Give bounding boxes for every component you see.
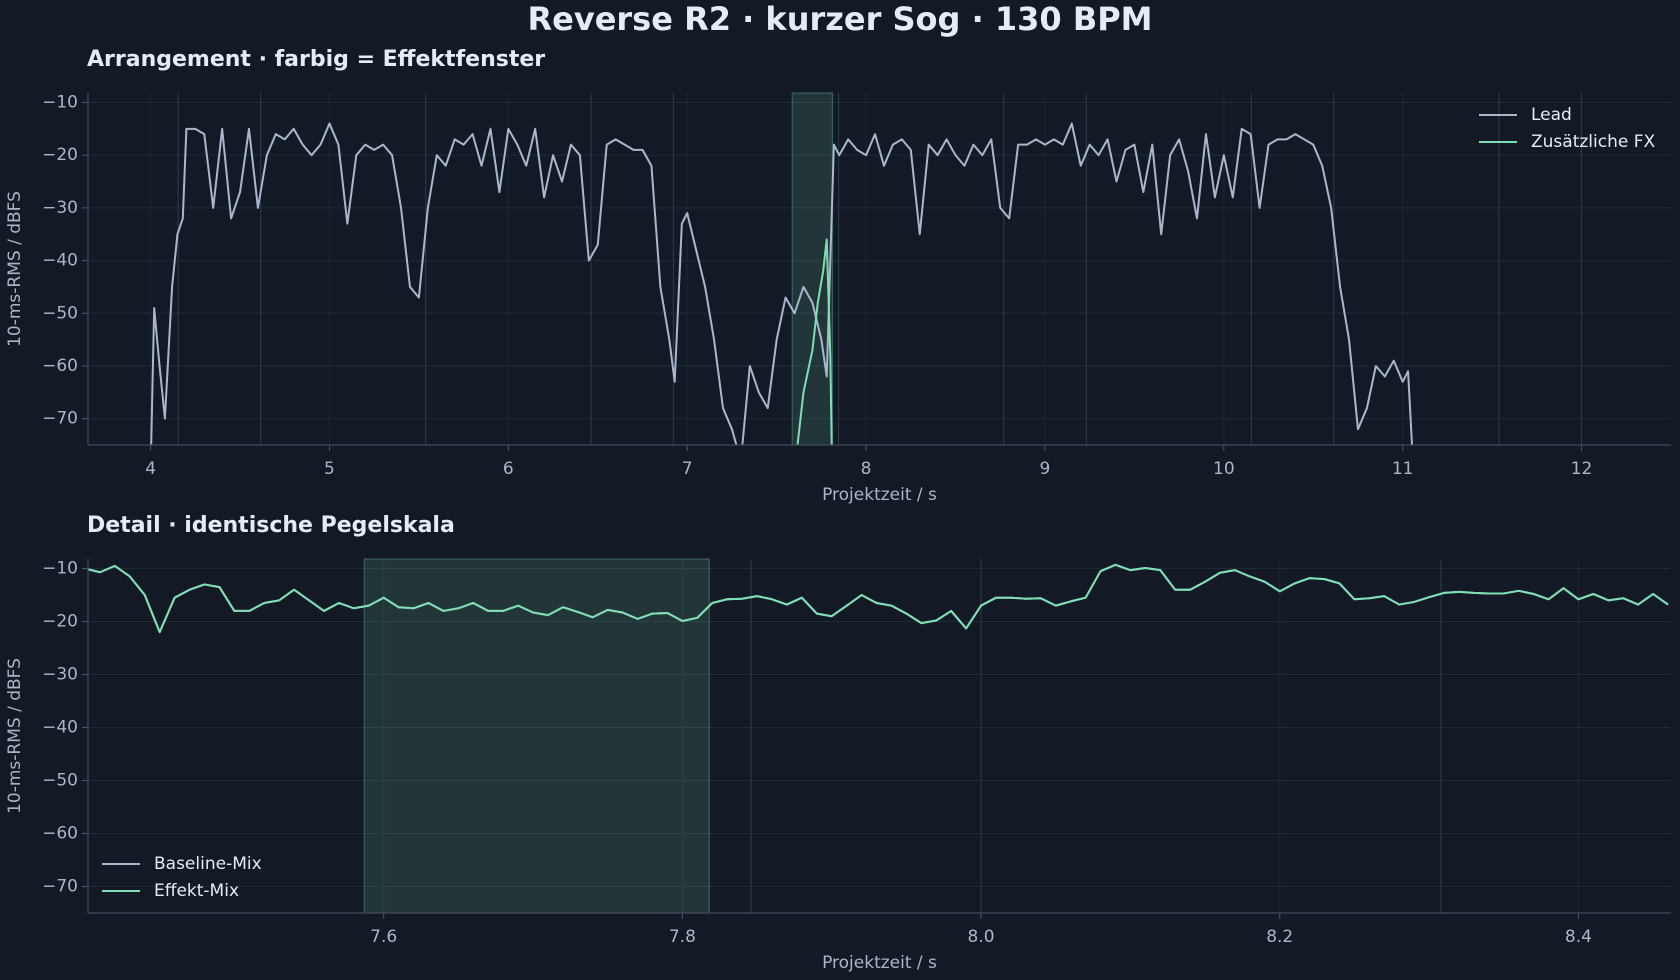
y-tick-label: −20 <box>42 612 78 632</box>
y-tick-label: −10 <box>42 559 78 579</box>
y-tick-label: −20 <box>42 145 78 165</box>
x-axis-label: Projektzeit / s <box>822 953 937 973</box>
x-axis-label: Projektzeit / s <box>822 485 937 505</box>
y-tick-label: −70 <box>42 409 78 429</box>
x-tick-label: 8 <box>861 459 872 479</box>
x-tick-label: 8.2 <box>1266 927 1293 947</box>
x-tick-label: 8.4 <box>1565 927 1592 947</box>
y-tick-label: −50 <box>42 303 78 323</box>
series-line <box>796 238 833 445</box>
plot-area <box>150 122 1414 445</box>
x-tick-label: 7.8 <box>669 927 696 947</box>
series-line <box>88 563 1669 634</box>
y-tick-label: −40 <box>42 718 78 738</box>
legend-label: Effekt-Mix <box>154 881 239 901</box>
y-tick-label: −60 <box>42 824 78 844</box>
x-tick-label: 7.6 <box>370 927 397 947</box>
x-tick-label: 5 <box>324 459 335 479</box>
y-tick-label: −50 <box>42 771 78 791</box>
legend-label: Zusätzliche FX <box>1531 132 1655 152</box>
x-tick-label: 11 <box>1392 459 1414 479</box>
y-tick-label: −70 <box>42 877 78 897</box>
x-tick-label: 10 <box>1213 459 1235 479</box>
subplot-title: Arrangement · farbig = Effektfenster <box>87 47 545 72</box>
y-tick-label: −30 <box>42 198 78 218</box>
y-tick-label: −30 <box>42 665 78 685</box>
x-tick-label: 4 <box>145 459 156 479</box>
y-tick-label: −60 <box>42 356 78 376</box>
y-tick-label: −10 <box>42 92 78 112</box>
x-tick-label: 8.0 <box>968 927 995 947</box>
subplot-title: Detail · identische Pegelskala <box>87 513 455 538</box>
effect-window <box>791 92 834 446</box>
x-tick-label: 7 <box>682 459 693 479</box>
plot-area <box>88 563 1669 634</box>
y-axis-label: 10-ms-RMS / dBFS <box>5 658 25 814</box>
series-line <box>150 122 1414 445</box>
x-tick-label: 12 <box>1571 459 1593 479</box>
y-tick-label: −40 <box>42 251 78 271</box>
y-axis-label: 10-ms-RMS / dBFS <box>5 191 25 347</box>
legend-label: Baseline-Mix <box>154 854 262 874</box>
effect-window <box>363 558 710 914</box>
x-tick-label: 9 <box>1040 459 1051 479</box>
legend-label: Lead <box>1531 105 1572 125</box>
x-tick-label: 6 <box>503 459 514 479</box>
page-title: Reverse R2 · kurzer Sog · 130 BPM <box>527 0 1152 38</box>
